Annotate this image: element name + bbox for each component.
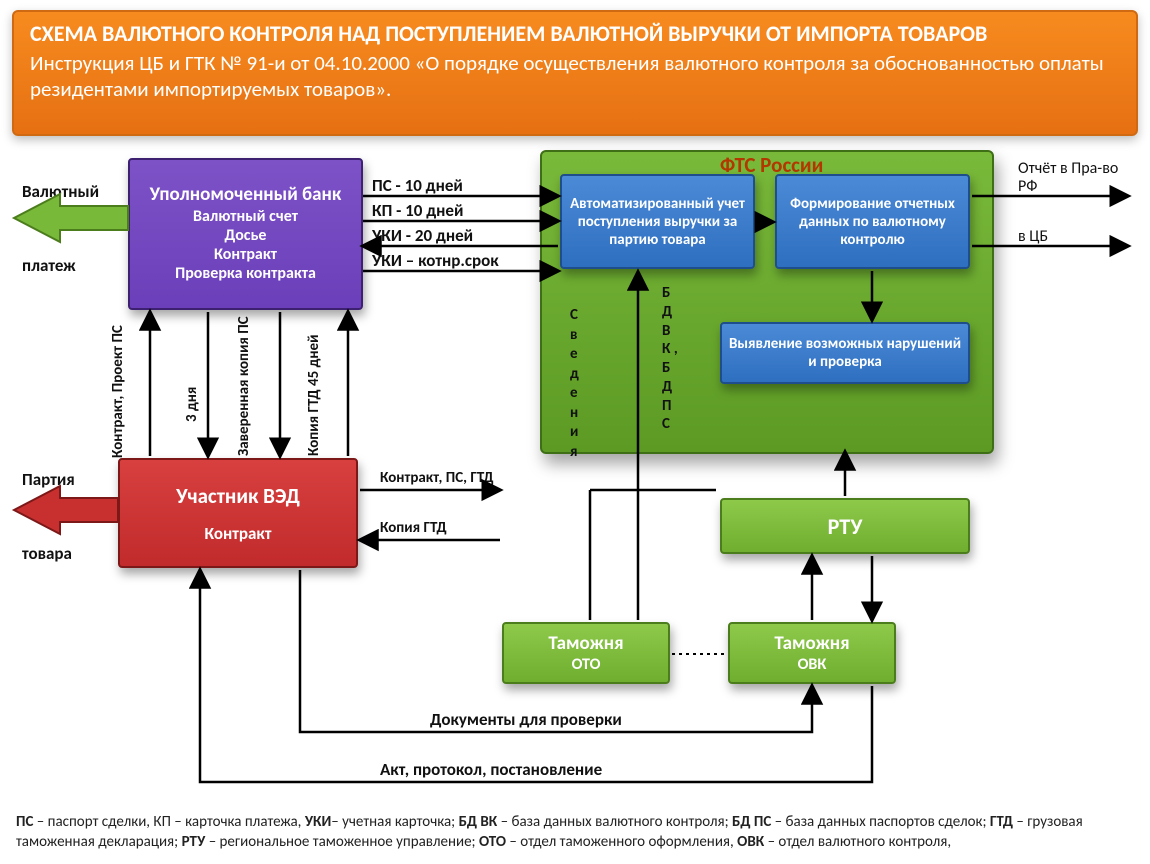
label-kp10: КП - 10 дней <box>372 201 463 221</box>
customs-ovk-sub: ОВК <box>798 655 827 674</box>
label-to-cb: в ЦБ <box>1018 228 1048 246</box>
header-banner: СХЕМА ВАЛЮТНОГО КОНТРОЛЯ НАД ПОСТУПЛЕНИЕ… <box>12 10 1138 136</box>
label-report-gov: Отчёт в Пра-во РФ <box>1018 160 1138 197</box>
fts-report-node: Формирование отчетных данных по валютном… <box>775 174 970 269</box>
bank-title: Уполномоченный банк <box>150 185 342 206</box>
label-v-contract: Контракт, Проект ПС <box>110 320 127 458</box>
rtu-node: РТУ <box>720 498 970 554</box>
customs-oto-node: Таможня ОТО <box>502 622 670 684</box>
bank-line-1: Досье <box>225 226 267 245</box>
bank-line-3: Проверка контракта <box>175 264 316 283</box>
ved-sub: Контракт <box>205 523 272 544</box>
label-ps10: ПС - 10 дней <box>372 176 463 196</box>
label-platezh: платеж <box>22 256 76 276</box>
fts-check-node: Выявление возможных нарушений и проверка <box>720 322 970 384</box>
label-bdvk-bdps: Б Д В К , Б Д П С <box>662 284 678 434</box>
label-docs-check: Документы для проверки <box>430 710 622 730</box>
footer-legend: ПСПС – паспорт сделки, КП – карточка пла… <box>16 812 1134 853</box>
header-title: СХЕМА ВАЛЮТНОГО КОНТРОЛЯ НАД ПОСТУПЛЕНИЕ… <box>30 22 1120 46</box>
label-valutny: Валютный <box>22 182 99 202</box>
customs-ovk-node: Таможня ОВК <box>728 622 896 684</box>
header-subtitle: Инструкция ЦБ и ГТК № 91-и от 04.10.2000… <box>30 50 1120 103</box>
customs-ovk-title: Таможня <box>774 632 849 655</box>
label-v-kopiya45: Копия ГТД 45 дней <box>306 316 342 456</box>
bank-line-0: Валютный счет <box>193 207 298 226</box>
label-v-3dnya: 3 дня <box>184 352 201 422</box>
customs-oto-title: Таможня <box>548 632 623 655</box>
fts-auto-node: Автоматизированный учет поступления выру… <box>560 174 755 269</box>
label-ukik: УКИ – котнр.срок <box>372 251 499 271</box>
ved-title: Участник ВЭД <box>176 483 300 509</box>
label-svedeniya: С в е д е н и я <box>570 306 586 462</box>
label-kopiya-gtd: Копия ГТД <box>380 520 447 537</box>
bank-line-2: Контракт <box>214 245 277 264</box>
customs-oto-sub: ОТО <box>572 655 601 674</box>
ved-node: Участник ВЭД Контракт <box>118 458 358 568</box>
label-uki20: УКИ - 20 дней <box>372 226 473 246</box>
label-partiya: Партия <box>22 470 75 490</box>
label-kontrakt-ps-gtd: Контракт, ПС, ГТД <box>380 470 494 487</box>
label-v-zaver: Заверенная копия ПС <box>236 316 272 456</box>
bank-node: Уполномоченный банк Валютный счет Досье … <box>128 158 363 310</box>
label-tovara: товара <box>22 544 72 564</box>
label-akt: Акт, протокол, постановление <box>380 760 602 780</box>
